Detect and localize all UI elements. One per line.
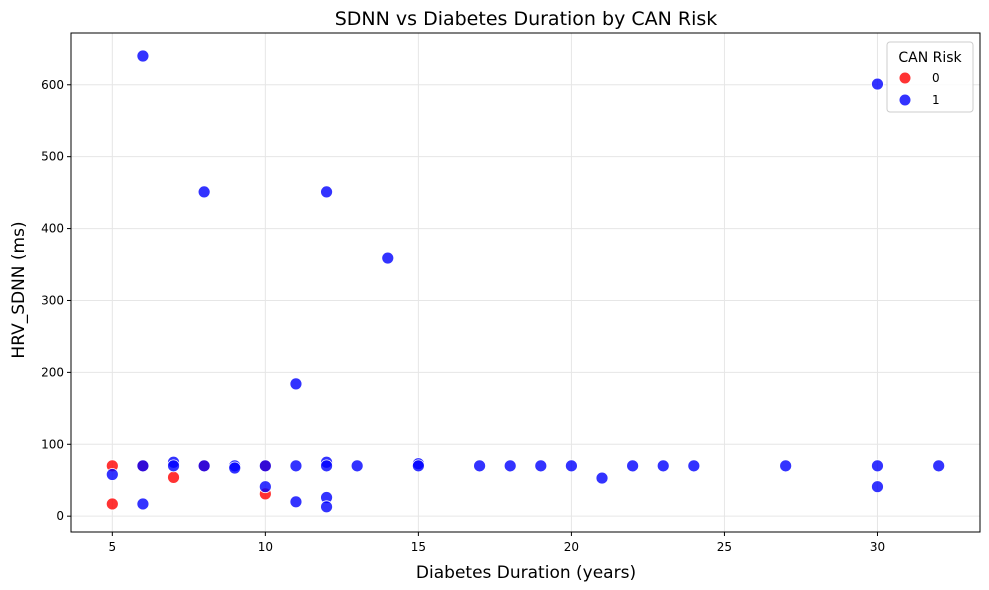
data-point-series-1	[656, 459, 670, 473]
data-point-series-0	[105, 497, 119, 511]
x-tick-label: 20	[564, 540, 579, 554]
x-tick-label: 10	[258, 540, 273, 554]
data-point-series-1	[136, 49, 150, 63]
data-point-series-1	[871, 77, 884, 91]
x-tick-label: 25	[717, 540, 732, 554]
data-point-series-1	[320, 459, 333, 473]
data-point-series-1	[381, 251, 395, 265]
data-point-series-1	[258, 459, 272, 473]
data-point-series-1	[565, 459, 578, 473]
data-point-series-1	[503, 459, 517, 473]
legend-label-0: 0	[932, 71, 940, 85]
legend-box	[886, 41, 974, 113]
data-point-series-1	[197, 459, 211, 473]
y-axis-label: HRV_SDNN (ms)	[9, 221, 29, 358]
data-point-series-1	[167, 459, 180, 473]
y-tick-label: 600	[41, 78, 64, 92]
chart-title: SDNN vs Diabetes Duration by CAN Risk	[335, 8, 718, 30]
x-tick-label: 15	[411, 540, 426, 554]
data-point-series-1	[687, 459, 701, 473]
x-tick-label: 5	[108, 540, 116, 554]
data-point-series-1	[595, 471, 609, 485]
data-point-series-1	[228, 461, 242, 475]
y-tick-label: 300	[41, 293, 64, 307]
data-point-series-1	[258, 480, 272, 494]
data-point-series-1	[534, 459, 548, 473]
x-axis-label: Diabetes Duration (years)	[416, 563, 636, 583]
data-point-series-1	[289, 495, 303, 509]
y-tick-label: 0	[56, 509, 64, 523]
data-point-series-1	[871, 480, 884, 494]
data-point-series-1	[871, 459, 884, 473]
legend-title: CAN Risk	[898, 50, 962, 66]
y-tick-label: 200	[41, 365, 64, 379]
data-point-series-1	[320, 500, 333, 514]
data-point-series-1	[411, 459, 425, 473]
data-point-series-1	[626, 459, 640, 473]
data-points	[105, 49, 946, 514]
legend: CAN Risk 0 1	[886, 41, 974, 113]
data-point-series-1	[105, 468, 119, 481]
grid-lines	[71, 33, 980, 532]
y-tick-label: 400	[41, 222, 64, 236]
y-tick-label: 500	[41, 150, 64, 164]
data-point-series-0	[167, 470, 180, 484]
y-tick-label: 100	[41, 437, 64, 451]
legend-label-1: 1	[932, 93, 940, 107]
data-point-series-1	[136, 459, 150, 473]
data-point-series-1	[473, 459, 486, 473]
data-point-series-1	[350, 459, 364, 473]
data-point-series-1	[289, 377, 303, 391]
data-point-series-1	[932, 459, 946, 473]
data-point-series-1	[320, 185, 333, 199]
legend-marker-1	[898, 93, 912, 107]
legend-marker-0	[898, 71, 912, 85]
x-tick-label: 30	[870, 540, 885, 554]
plot-area-frame	[70, 32, 981, 533]
data-point-series-1	[779, 459, 793, 473]
data-point-series-1	[289, 459, 303, 473]
data-point-series-1	[136, 497, 150, 511]
data-point-series-1	[197, 185, 211, 199]
